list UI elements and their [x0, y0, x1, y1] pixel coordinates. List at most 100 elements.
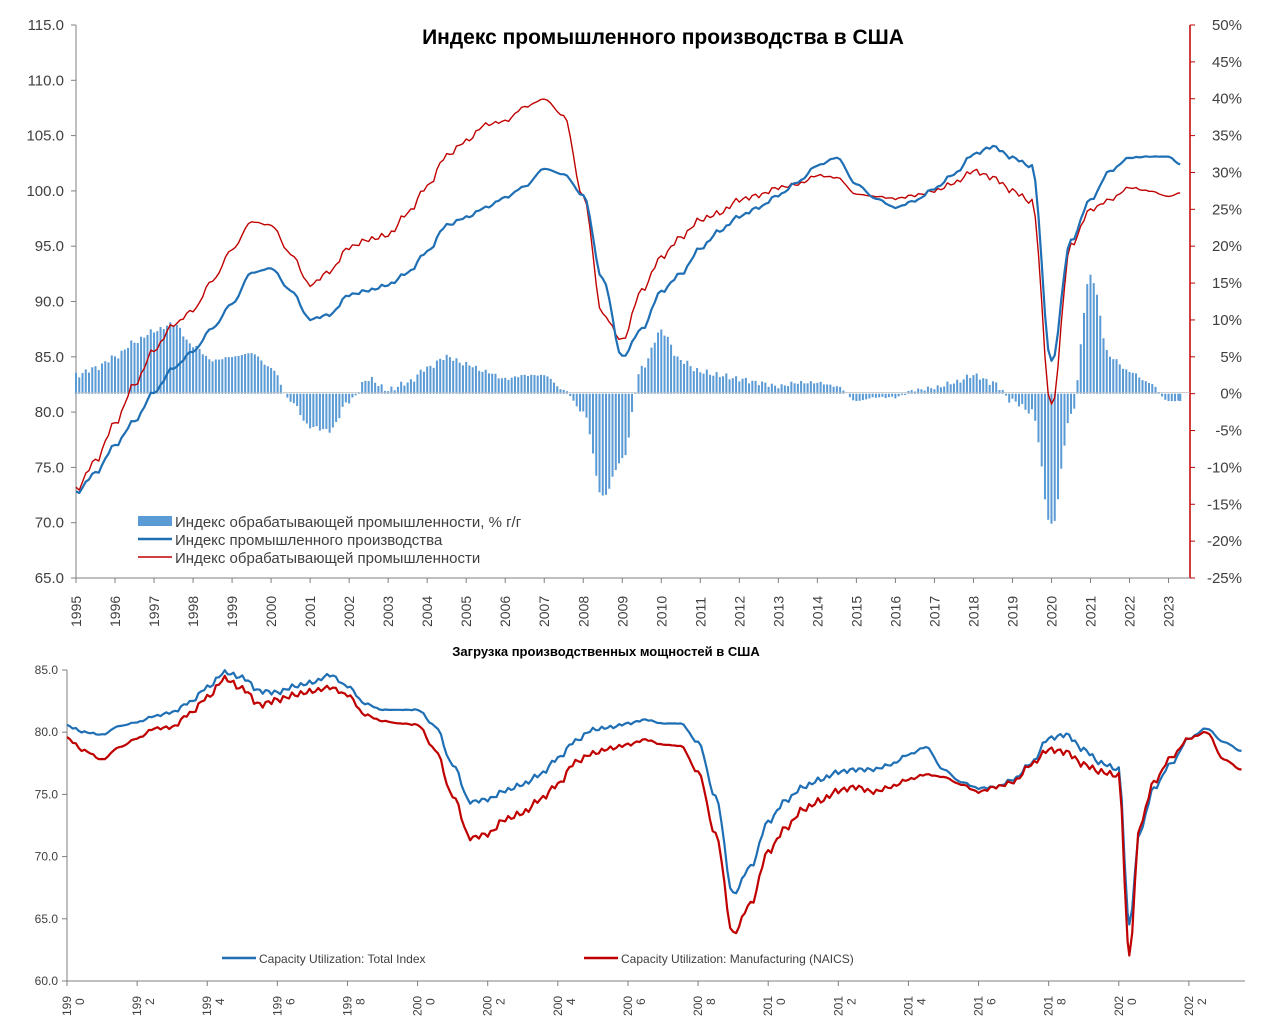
bar — [1056, 393, 1059, 500]
bar — [588, 393, 591, 435]
bar — [78, 377, 81, 394]
right-tick-label: -20% — [1207, 533, 1242, 550]
bar — [510, 377, 513, 394]
bar — [517, 377, 520, 394]
bar — [1112, 359, 1115, 394]
bar — [1125, 369, 1128, 394]
bar — [757, 385, 760, 394]
bar — [1099, 315, 1102, 394]
bar — [393, 390, 396, 394]
bar — [244, 354, 247, 394]
bar — [445, 354, 448, 394]
bar — [637, 374, 640, 394]
bar — [777, 388, 780, 394]
bar — [829, 384, 832, 394]
capacity-total-line — [66, 669, 1242, 926]
bar — [1170, 393, 1173, 402]
bar — [780, 384, 783, 394]
top-legend: Индекс обрабатывающей промышленности, % … — [138, 514, 522, 567]
bar — [783, 385, 786, 394]
bar — [309, 393, 312, 429]
x-tick-label: 2022 — [1122, 596, 1138, 627]
bar — [552, 382, 555, 394]
bar — [1138, 377, 1141, 394]
bottom-x-ticks: 199 0 199 2 199 4 199 6 199 8 200 0 200 2 200 4 200 6 200 8… — [60, 981, 1209, 1016]
bar — [188, 343, 191, 394]
bar — [1021, 393, 1024, 404]
bottom-x-tick-label-suffix: 6 — [283, 998, 297, 1005]
bar — [640, 365, 643, 394]
bottom-x-tick-label-suffix: 8 — [1055, 998, 1069, 1005]
bar — [972, 375, 975, 394]
bar — [1164, 393, 1167, 400]
bar — [1017, 393, 1020, 407]
bar — [185, 339, 188, 394]
bar — [361, 381, 364, 394]
bar — [666, 336, 669, 394]
x-tick-label: 2012 — [731, 596, 747, 627]
bottom-x-tick-label-suffix: 2 — [844, 998, 858, 1005]
bar — [367, 380, 370, 394]
bar — [709, 374, 712, 394]
bar — [331, 393, 334, 428]
bar — [608, 393, 611, 489]
bar — [1066, 393, 1069, 424]
bar — [263, 364, 266, 394]
bar — [939, 387, 942, 394]
bar — [465, 361, 468, 394]
bar — [296, 393, 299, 407]
bar — [832, 386, 835, 394]
bar — [348, 393, 351, 404]
bar — [192, 347, 195, 394]
bar — [1177, 393, 1180, 401]
x-tick-label: 1996 — [107, 596, 123, 627]
x-tick-label: 2020 — [1043, 596, 1059, 627]
bar — [257, 356, 260, 394]
bar — [500, 378, 503, 394]
x-tick-label: 2019 — [1004, 596, 1020, 627]
bar — [390, 386, 393, 394]
bar — [497, 378, 500, 394]
mfg-index-line — [75, 98, 1181, 491]
bar — [578, 393, 582, 412]
x-ticks: 1995 1996 1997 1998 1999 2000 2001 2002 2003 2004… — [68, 578, 1177, 627]
bar — [949, 384, 952, 394]
right-tick-label: -25% — [1207, 570, 1242, 587]
bottom-x-tick-label-suffix: 0 — [1125, 998, 1139, 1005]
x-tick-label: 2001 — [302, 596, 318, 627]
bar — [1004, 393, 1007, 396]
bar — [292, 393, 295, 404]
legend-label-total: Capacity Utilization: Total Index — [259, 952, 426, 966]
bar — [97, 370, 100, 394]
bottom-x-tick-label: 200 — [411, 996, 425, 1016]
bar — [539, 374, 542, 394]
bar — [413, 381, 416, 394]
bar — [195, 345, 198, 394]
top-chart-title: Индекс промышленного производства в США — [422, 26, 904, 49]
right-tick-label: 15% — [1212, 275, 1242, 292]
bar — [683, 363, 686, 394]
bar — [1014, 393, 1017, 402]
bar — [917, 388, 920, 394]
bar — [120, 350, 123, 394]
bar — [1079, 344, 1082, 394]
bar — [614, 393, 617, 471]
bar — [74, 372, 78, 394]
bar — [650, 347, 653, 394]
bottom-line-series — [66, 669, 1242, 957]
bar — [705, 369, 708, 394]
bottom-x-tick-label-suffix: 4 — [213, 998, 227, 1005]
legend-label-ip: Индекс промышленного производства — [175, 532, 443, 549]
bar — [770, 383, 773, 394]
right-tick-label: 0% — [1220, 386, 1242, 403]
bar — [117, 358, 120, 394]
right-tick-label: 40% — [1212, 91, 1242, 108]
bar — [130, 340, 133, 394]
bar — [1148, 382, 1151, 394]
bar — [364, 380, 367, 394]
bar — [1069, 393, 1072, 414]
bar — [696, 368, 699, 394]
bar — [312, 393, 315, 428]
bottom-x-tick-label-suffix: 2 — [1195, 998, 1209, 1005]
